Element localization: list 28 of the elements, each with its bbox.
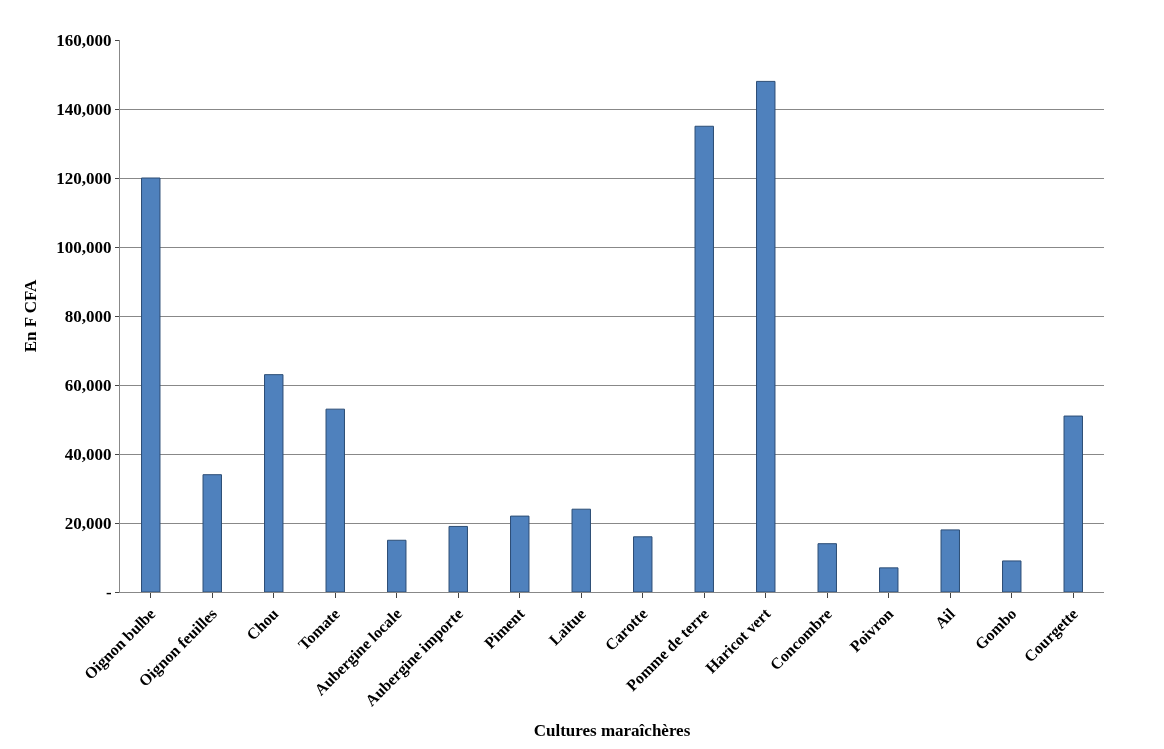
bar <box>202 474 222 592</box>
y-tick-label: 40,000 <box>64 444 112 464</box>
y-tick-label: 140,000 <box>56 99 112 119</box>
y-tick-label: 160,000 <box>56 30 112 50</box>
x-tick-label: Ail <box>931 604 959 632</box>
bar <box>510 515 530 592</box>
y-axis-title: En F CFA <box>20 278 40 353</box>
y-tick-label: 60,000 <box>64 375 112 395</box>
y-tick-label: - <box>105 582 112 602</box>
bar <box>1063 415 1083 592</box>
bar <box>817 543 837 592</box>
bar <box>940 529 960 592</box>
bar <box>633 536 653 592</box>
bar <box>448 525 468 592</box>
y-tick-label: 20,000 <box>64 513 112 533</box>
y-tick-label: 100,000 <box>56 237 112 257</box>
y-tick-label: 80,000 <box>64 306 112 326</box>
bar <box>571 508 591 592</box>
y-tick-label: 120,000 <box>56 168 112 188</box>
bar <box>756 80 776 592</box>
bar <box>325 408 345 592</box>
bar <box>387 539 407 592</box>
bar <box>141 177 161 592</box>
x-axis-title: Cultures maraîchères <box>533 721 691 741</box>
bar <box>694 125 714 592</box>
bar <box>879 567 899 592</box>
bar <box>264 374 284 592</box>
bar <box>1002 560 1022 592</box>
